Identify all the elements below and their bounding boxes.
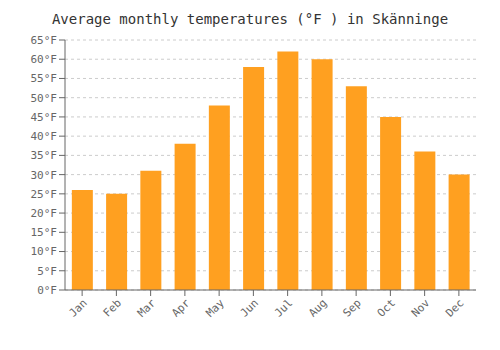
svg-text:Oct: Oct bbox=[375, 296, 398, 319]
svg-text:10°F: 10°F bbox=[31, 245, 58, 258]
svg-text:Dec: Dec bbox=[443, 296, 466, 319]
svg-text:15°F: 15°F bbox=[31, 226, 58, 239]
svg-text:Feb: Feb bbox=[101, 296, 124, 319]
svg-text:55°F: 55°F bbox=[31, 72, 58, 85]
svg-text:0°F: 0°F bbox=[37, 284, 57, 297]
svg-text:40°F: 40°F bbox=[31, 130, 58, 143]
svg-text:Aug: Aug bbox=[306, 296, 329, 319]
svg-text:Jun: Jun bbox=[238, 296, 261, 319]
svg-text:35°F: 35°F bbox=[31, 149, 58, 162]
svg-text:Apr: Apr bbox=[169, 296, 193, 320]
svg-text:50°F: 50°F bbox=[31, 92, 58, 105]
html-text:Average monthly temperatures (: Average monthly temperatures (°F ) in Sk… bbox=[51, 11, 449, 27]
svg-text:25°F: 25°F bbox=[31, 188, 58, 201]
svg-text:Nov: Nov bbox=[409, 296, 433, 320]
svg-text:60°F: 60°F bbox=[31, 53, 58, 66]
svg-text:20°F: 20°F bbox=[31, 207, 58, 220]
svg-text:May: May bbox=[204, 296, 228, 320]
svg-text:Sep: Sep bbox=[341, 296, 364, 319]
svg-text:65°F: 65°F bbox=[31, 34, 58, 47]
svg-text:45°F: 45°F bbox=[31, 111, 58, 124]
svg-text:Mar: Mar bbox=[135, 296, 159, 320]
svg-text:Jan: Jan bbox=[67, 296, 90, 319]
svg-text:30°F: 30°F bbox=[31, 169, 58, 182]
svg-text:5°F: 5°F bbox=[37, 265, 57, 278]
svg-text:Jul: Jul bbox=[272, 296, 295, 319]
